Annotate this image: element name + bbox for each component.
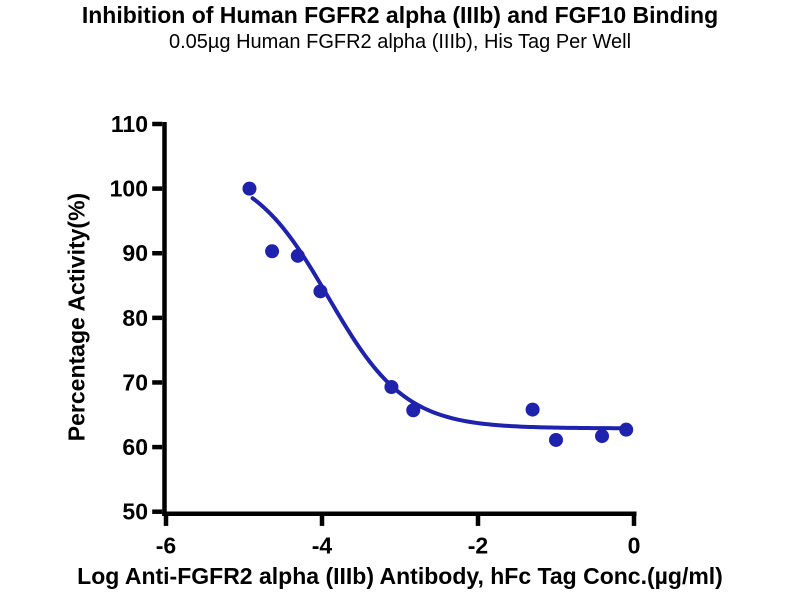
y-tick-label: 110 [111, 111, 148, 137]
data-point [595, 429, 610, 444]
x-tick-label: 0 [628, 533, 641, 559]
fit-curve [250, 196, 629, 431]
chart-title: Inhibition of Human FGFR2 alpha (IIIb) a… [81, 2, 719, 28]
data-point [549, 432, 563, 447]
x-tick-label: -4 [312, 533, 333, 559]
data-point [406, 403, 421, 418]
data-point [290, 248, 305, 263]
data-point [619, 422, 634, 437]
x-tick-label: -2 [468, 533, 488, 559]
chart-subtitle: 0.05µg Human FGFR2 alpha (IIIb), His Tag… [168, 31, 632, 53]
data-point [265, 244, 280, 259]
y-tick-label: 90 [122, 240, 148, 266]
y-tick-label: 100 [110, 176, 148, 202]
x-axis-label: Log Anti-FGFR2 alpha (IIIb) Antibody, hF… [77, 563, 723, 589]
y-tick-label: 80 [122, 305, 148, 331]
y-tick-label: 50 [122, 499, 148, 525]
y-tick-label: 70 [122, 369, 148, 395]
data-point [313, 284, 328, 299]
y-tick-label: 60 [122, 434, 148, 460]
x-tick-label: -6 [156, 533, 176, 559]
data-point [242, 181, 257, 196]
data-point [384, 379, 399, 394]
data-point [525, 402, 540, 417]
